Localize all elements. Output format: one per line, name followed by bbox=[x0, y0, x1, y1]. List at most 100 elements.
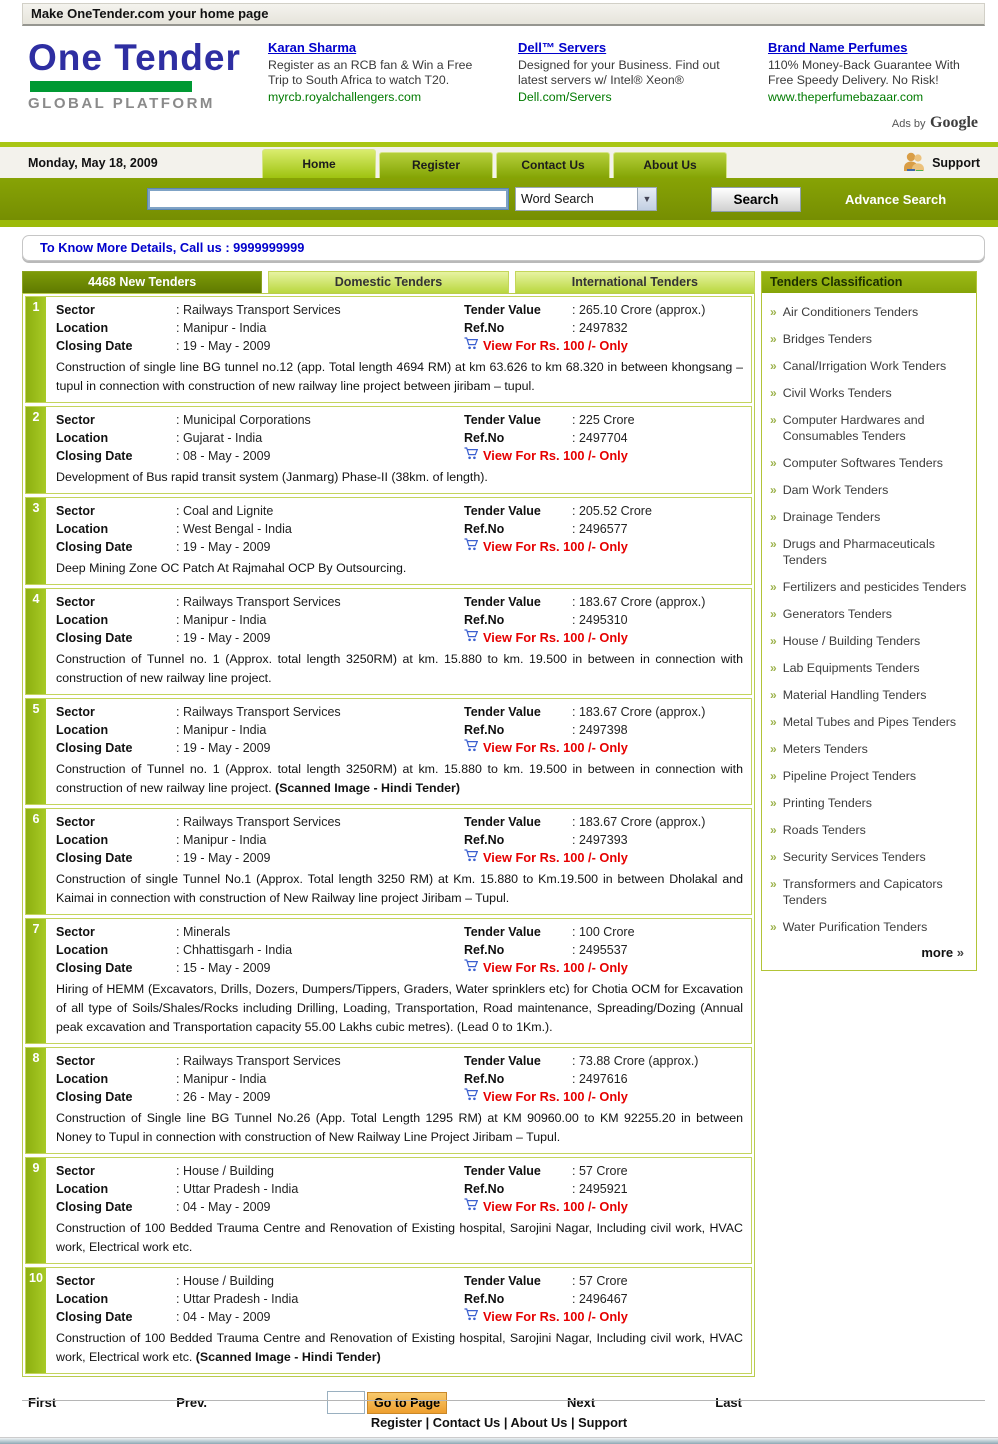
view-tender-link[interactable]: View For Rs. 100 /- Only bbox=[464, 1088, 743, 1106]
footer-link[interactable]: Support bbox=[571, 1415, 627, 1430]
more-classifications-link[interactable]: more bbox=[762, 941, 976, 970]
tender-list-tab[interactable]: International Tenders bbox=[514, 271, 755, 293]
tender-value: 57 Crore bbox=[572, 1272, 743, 1290]
support-link[interactable]: Support bbox=[901, 151, 980, 174]
classification-item[interactable]: Water Purification Tenders bbox=[768, 914, 972, 941]
view-tender-link[interactable]: View For Rs. 100 /- Only bbox=[464, 1198, 743, 1216]
classification-item[interactable]: Meters Tenders bbox=[768, 736, 972, 763]
search-type-select[interactable]: Word Search ▼ bbox=[515, 187, 657, 211]
chevron-double-icon bbox=[770, 633, 777, 649]
nav-bar: Monday, May 18, 2009 Home Register Conta… bbox=[0, 147, 998, 178]
sector-label: Sector bbox=[56, 1054, 95, 1068]
classification-item[interactable]: Metal Tubes and Pipes Tenders bbox=[768, 709, 972, 736]
classification-item[interactable]: House / Building Tenders bbox=[768, 628, 972, 655]
classification-item[interactable]: Roads Tenders bbox=[768, 817, 972, 844]
classification-item[interactable]: Bridges Tenders bbox=[768, 326, 972, 353]
nav-tab[interactable]: Home bbox=[262, 149, 376, 178]
classification-item-label: House / Building Tenders bbox=[782, 634, 921, 648]
ad-title-link[interactable]: Brand Name Perfumes bbox=[768, 40, 908, 55]
classification-item[interactable]: Dam Work Tenders bbox=[768, 477, 972, 504]
classification-item[interactable]: Drugs and Pharmaceuticals Tenders bbox=[768, 531, 972, 574]
cart-icon bbox=[464, 959, 479, 977]
view-tender-link[interactable]: View For Rs. 100 /- Only bbox=[464, 739, 743, 757]
classification-item-label: Dam Work Tenders bbox=[782, 483, 889, 497]
classification-item-label: Drainage Tenders bbox=[782, 510, 881, 524]
current-date: Monday, May 18, 2009 bbox=[28, 155, 158, 170]
make-homepage-link[interactable]: Make OneTender.com your home page bbox=[22, 3, 985, 26]
view-tender-link[interactable]: View For Rs. 100 /- Only bbox=[464, 1308, 743, 1326]
closing-date-value: 26 - May - 2009 bbox=[176, 1088, 464, 1106]
classification-item[interactable]: Drainage Tenders bbox=[768, 504, 972, 531]
footer-link[interactable]: Contact Us bbox=[426, 1415, 501, 1430]
site-logo[interactable]: One Tender GLOBAL PLATFORM bbox=[28, 38, 242, 113]
entry-body: Sector Railways Transport Services Tende… bbox=[46, 297, 751, 402]
footer-link[interactable]: About Us bbox=[504, 1415, 568, 1430]
ad-url-link[interactable]: Dell.com/Servers bbox=[518, 90, 612, 104]
nav-tab[interactable]: Register bbox=[379, 152, 493, 178]
classification-item[interactable]: Lab Equipments Tenders bbox=[768, 655, 972, 682]
classification-item[interactable]: Civil Works Tenders bbox=[768, 380, 972, 407]
search-button[interactable]: Search bbox=[711, 186, 801, 212]
closing-date-value: 04 - May - 2009 bbox=[176, 1308, 464, 1326]
tender-value-label: Tender Value bbox=[464, 705, 541, 719]
classification-item[interactable]: Computer Hardwares and Consumables Tende… bbox=[768, 407, 972, 450]
classification-item[interactable]: Generators Tenders bbox=[768, 601, 972, 628]
view-tender-link[interactable]: View For Rs. 100 /- Only bbox=[464, 447, 743, 465]
classification-item[interactable]: Printing Tenders bbox=[768, 790, 972, 817]
ad-title-link[interactable]: Dell™ Servers bbox=[518, 40, 607, 55]
view-tender-link[interactable]: View For Rs. 100 /- Only bbox=[464, 538, 743, 556]
search-input[interactable] bbox=[147, 188, 509, 210]
next-page-link[interactable]: Next bbox=[567, 1395, 596, 1410]
nav-tab[interactable]: Contact Us bbox=[496, 152, 610, 178]
chevron-double-icon bbox=[770, 385, 777, 401]
ad-unit: Brand Name Perfumes 110% Money-Back Guar… bbox=[768, 40, 980, 112]
classification-item-label: Air Conditioners Tenders bbox=[782, 305, 919, 319]
goto-page-input[interactable] bbox=[327, 1391, 366, 1414]
closing-date-label: Closing Date bbox=[56, 1310, 133, 1324]
goto-page-button[interactable]: Go to Page bbox=[367, 1391, 448, 1414]
classification-item[interactable]: Air Conditioners Tenders bbox=[768, 299, 972, 326]
ref-no-value: 2497832 bbox=[572, 319, 743, 337]
chevron-double-icon bbox=[770, 606, 777, 622]
classification-item[interactable]: Canal/Irrigation Work Tenders bbox=[768, 353, 972, 380]
footer-link[interactable]: Register bbox=[370, 1415, 423, 1430]
chevron-double-icon bbox=[770, 358, 777, 374]
ad-title-link[interactable]: Karan Sharma bbox=[268, 40, 357, 55]
sector-value: Railways Transport Services bbox=[176, 593, 464, 611]
classification-item[interactable]: Transformers and Capicators Tenders bbox=[768, 871, 972, 914]
tender-entry: 6 Sector Railways Transport Services Ten… bbox=[25, 808, 752, 915]
view-tender-link[interactable]: View For Rs. 100 /- Only bbox=[464, 849, 743, 867]
view-tender-link[interactable]: View For Rs. 100 /- Only bbox=[464, 959, 743, 977]
nav-tab[interactable]: About Us bbox=[613, 152, 727, 178]
closing-date-label: Closing Date bbox=[56, 1200, 133, 1214]
classification-item[interactable]: Material Handling Tenders bbox=[768, 682, 972, 709]
ad-url-link[interactable]: myrcb.royalchallengers.com bbox=[268, 90, 422, 104]
ad-url-link[interactable]: www.theperfumebazaar.com bbox=[768, 90, 924, 104]
footer-divider bbox=[22, 1400, 985, 1401]
chevron-double-icon bbox=[770, 455, 777, 471]
classification-item[interactable]: Pipeline Project Tenders bbox=[768, 763, 972, 790]
tender-description-note: (Scanned Image - Hindi Tender) bbox=[195, 1350, 381, 1364]
classification-item[interactable]: Fertilizers and pesticides Tenders bbox=[768, 574, 972, 601]
location-label: Location bbox=[56, 522, 109, 536]
closing-date-value: 19 - May - 2009 bbox=[176, 849, 464, 867]
entry-body: Sector Railways Transport Services Tende… bbox=[46, 699, 751, 804]
first-page-link[interactable]: First bbox=[28, 1395, 57, 1410]
ads-by-label: Ads by bbox=[891, 118, 926, 130]
logo-subtitle: GLOBAL PLATFORM bbox=[28, 95, 215, 112]
closing-date-value: 19 - May - 2009 bbox=[176, 739, 464, 757]
last-page-link[interactable]: Last bbox=[715, 1395, 742, 1410]
advance-search-link[interactable]: Advance Search bbox=[845, 191, 947, 207]
view-tender-link[interactable]: View For Rs. 100 /- Only bbox=[464, 629, 743, 647]
location-label: Location bbox=[56, 1182, 109, 1196]
closing-date-value: 04 - May - 2009 bbox=[176, 1198, 464, 1216]
tender-list-tab[interactable]: 4468 New Tenders bbox=[22, 271, 263, 293]
view-tender-link[interactable]: View For Rs. 100 /- Only bbox=[464, 337, 743, 355]
ads-by-google[interactable]: Ads by Google bbox=[0, 114, 998, 136]
classification-item[interactable]: Security Services Tenders bbox=[768, 844, 972, 871]
prev-page-link[interactable]: Prev. bbox=[176, 1395, 208, 1410]
tender-entry: 1 Sector Railways Transport Services Ten… bbox=[25, 296, 752, 403]
tender-list-tab[interactable]: Domestic Tenders bbox=[268, 271, 509, 293]
chevron-double-icon bbox=[770, 660, 777, 676]
classification-item[interactable]: Computer Softwares Tenders bbox=[768, 450, 972, 477]
